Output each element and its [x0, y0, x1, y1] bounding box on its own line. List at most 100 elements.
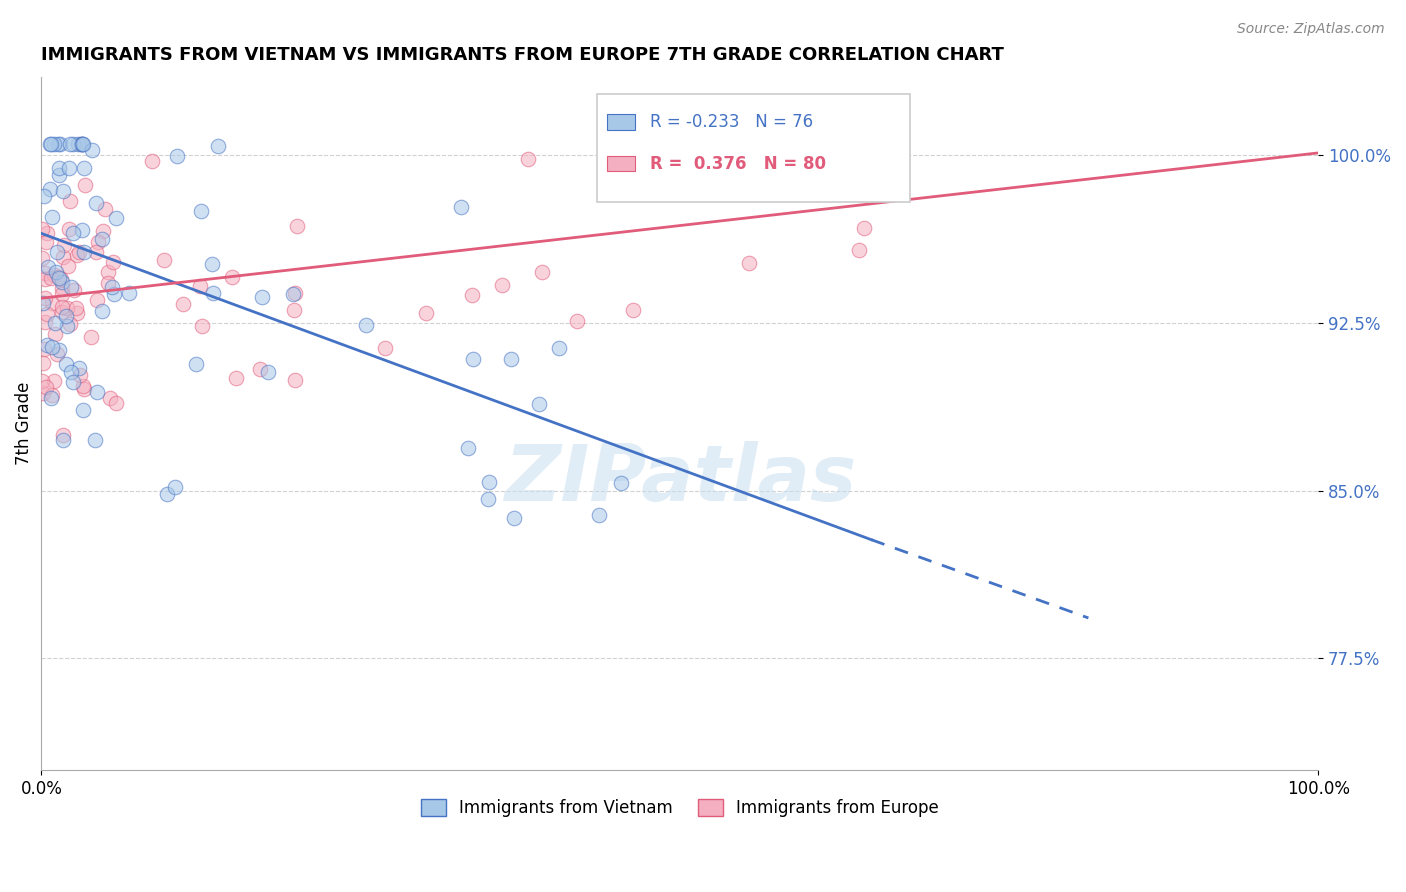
Point: [207, 138, 229, 153]
Point: [32, 356, 55, 370]
Point: [41, 340, 63, 354]
Point: [58, 259, 80, 273]
Point: [41, 388, 63, 402]
Point: [70, 136, 93, 151]
Point: [141, 153, 163, 168]
Point: [80, 330, 103, 344]
Point: [46, 269, 69, 284]
Point: [793, 136, 815, 151]
Point: [98, 391, 121, 405]
Point: [51, 287, 73, 301]
Point: [37, 338, 59, 352]
Point: [34, 315, 56, 329]
Point: [32, 296, 55, 310]
Point: [285, 219, 308, 234]
Point: [90, 232, 112, 246]
Legend: Immigrants from Vietnam, Immigrants from Europe: Immigrants from Vietnam, Immigrants from…: [413, 793, 946, 824]
Point: [502, 511, 524, 525]
Point: [415, 305, 437, 319]
Point: [65, 301, 87, 315]
Point: [172, 296, 194, 310]
Point: [42, 268, 65, 283]
Point: [257, 365, 280, 379]
Point: [354, 318, 377, 333]
Point: [34, 272, 56, 286]
Point: [62, 376, 84, 390]
Point: [105, 396, 128, 410]
Point: [58, 221, 80, 235]
Point: [450, 200, 472, 214]
Point: [72, 403, 94, 417]
Point: [66, 305, 89, 319]
Point: [67, 244, 90, 259]
Point: [42, 136, 65, 151]
Point: [51, 275, 73, 289]
Point: [58, 194, 80, 208]
Point: [374, 341, 396, 355]
Point: [249, 361, 271, 376]
Point: [548, 341, 571, 355]
Point: [58, 161, 80, 176]
Point: [45, 265, 67, 279]
Point: [38, 136, 60, 151]
Point: [48, 271, 70, 285]
Point: [527, 397, 550, 411]
Point: [97, 265, 120, 279]
Point: [101, 280, 124, 294]
Point: [201, 286, 224, 301]
Point: [48, 169, 70, 183]
Point: [41, 296, 63, 310]
Point: [31, 222, 53, 236]
Point: [225, 371, 247, 385]
Point: [66, 248, 89, 262]
Point: [156, 486, 179, 500]
Point: [737, 255, 759, 269]
Point: [567, 314, 589, 328]
Point: [55, 309, 77, 323]
Point: [70, 136, 93, 151]
Point: [51, 272, 73, 286]
Point: [84, 196, 107, 211]
Point: [94, 202, 117, 217]
Point: [44, 374, 66, 388]
Point: [32, 342, 55, 356]
Point: [62, 283, 84, 297]
Point: [852, 221, 875, 235]
Point: [55, 357, 77, 371]
Point: [621, 303, 644, 318]
Bar: [607, 114, 636, 129]
Point: [44, 316, 66, 330]
Point: [46, 136, 69, 151]
Point: [103, 286, 125, 301]
Point: [188, 278, 211, 293]
Point: [83, 434, 105, 448]
Point: [73, 161, 96, 175]
Text: IMMIGRANTS FROM VIETNAM VS IMMIGRANTS FROM EUROPE 7TH GRADE CORRELATION CHART: IMMIGRANTS FROM VIETNAM VS IMMIGRANTS FR…: [41, 46, 1004, 64]
Point: [41, 211, 63, 225]
Point: [62, 136, 84, 151]
Point: [72, 136, 94, 151]
Point: [166, 149, 188, 163]
Point: [56, 301, 79, 316]
Text: ZIPatlas: ZIPatlas: [503, 441, 856, 516]
Point: [105, 211, 128, 226]
Point: [461, 288, 484, 302]
Point: [32, 386, 55, 401]
Point: [52, 250, 75, 264]
Point: [52, 184, 75, 198]
Point: [531, 265, 554, 279]
Point: [191, 318, 214, 333]
Point: [72, 136, 94, 151]
Text: R = -0.233   N = 76: R = -0.233 N = 76: [651, 113, 814, 131]
Point: [44, 326, 66, 341]
Point: [516, 152, 538, 166]
Point: [72, 378, 94, 392]
Y-axis label: 7th Grade: 7th Grade: [15, 382, 32, 465]
Point: [848, 243, 870, 257]
Point: [52, 238, 75, 252]
Point: [252, 290, 274, 304]
Point: [56, 319, 79, 334]
Point: [190, 203, 212, 218]
Point: [46, 347, 69, 361]
Point: [184, 357, 207, 371]
